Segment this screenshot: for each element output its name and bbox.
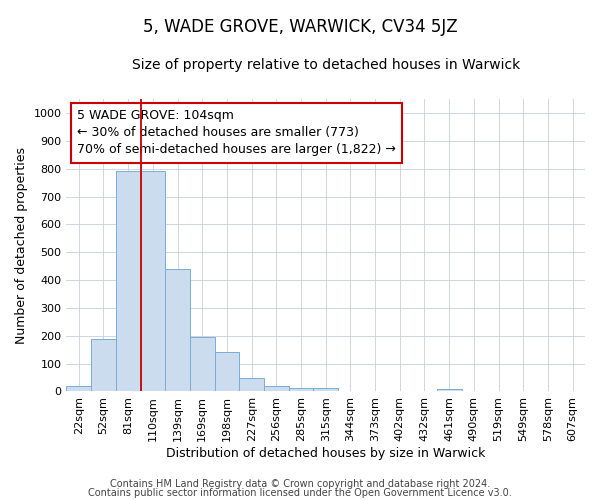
Bar	[91, 338, 116, 392]
X-axis label: Distribution of detached houses by size in Warwick: Distribution of detached houses by size …	[166, 447, 485, 460]
Text: 5, WADE GROVE, WARWICK, CV34 5JZ: 5, WADE GROVE, WARWICK, CV34 5JZ	[143, 18, 457, 36]
Text: 5 WADE GROVE: 104sqm
← 30% of detached houses are smaller (773)
70% of semi-deta: 5 WADE GROVE: 104sqm ← 30% of detached h…	[77, 110, 395, 156]
Bar	[67, 386, 91, 392]
Bar	[289, 388, 313, 392]
Bar	[239, 378, 264, 392]
Bar	[437, 388, 461, 392]
Bar	[215, 352, 239, 392]
Bar	[264, 386, 289, 392]
Bar	[140, 172, 165, 392]
Title: Size of property relative to detached houses in Warwick: Size of property relative to detached ho…	[131, 58, 520, 71]
Bar	[116, 172, 140, 392]
Bar	[190, 337, 215, 392]
Text: Contains public sector information licensed under the Open Government Licence v3: Contains public sector information licen…	[88, 488, 512, 498]
Bar	[165, 269, 190, 392]
Y-axis label: Number of detached properties: Number of detached properties	[15, 147, 28, 344]
Bar	[313, 388, 338, 392]
Text: Contains HM Land Registry data © Crown copyright and database right 2024.: Contains HM Land Registry data © Crown c…	[110, 479, 490, 489]
